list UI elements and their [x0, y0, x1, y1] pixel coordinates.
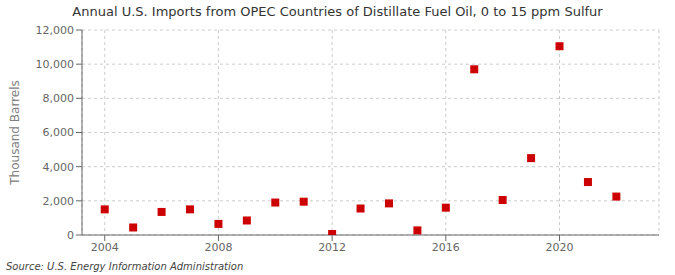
svg-text:2012: 2012	[318, 241, 346, 254]
svg-text:2004: 2004	[91, 241, 119, 254]
svg-text:2008: 2008	[204, 241, 232, 254]
svg-text:8,000: 8,000	[43, 92, 75, 105]
svg-text:Thousand Barrels: Thousand Barrels	[8, 80, 22, 185]
html-text:Annual U.S. Imports from OPEC: Annual U.S. Imports from OPEC Countries …	[72, 4, 603, 19]
svg-text:4,000: 4,000	[43, 161, 75, 174]
html-text:Source: U.S. Energy Informatio: Source: U.S. Energy Information Administ…	[6, 261, 244, 272]
svg-text:2,000: 2,000	[43, 195, 75, 208]
svg-text:12,000: 12,000	[36, 24, 75, 37]
svg-text:2016: 2016	[432, 241, 460, 254]
svg-text:6,000: 6,000	[43, 126, 75, 139]
svg-text:0: 0	[67, 229, 74, 242]
svg-text:2020: 2020	[546, 241, 574, 254]
svg-text:10,000: 10,000	[36, 58, 75, 71]
